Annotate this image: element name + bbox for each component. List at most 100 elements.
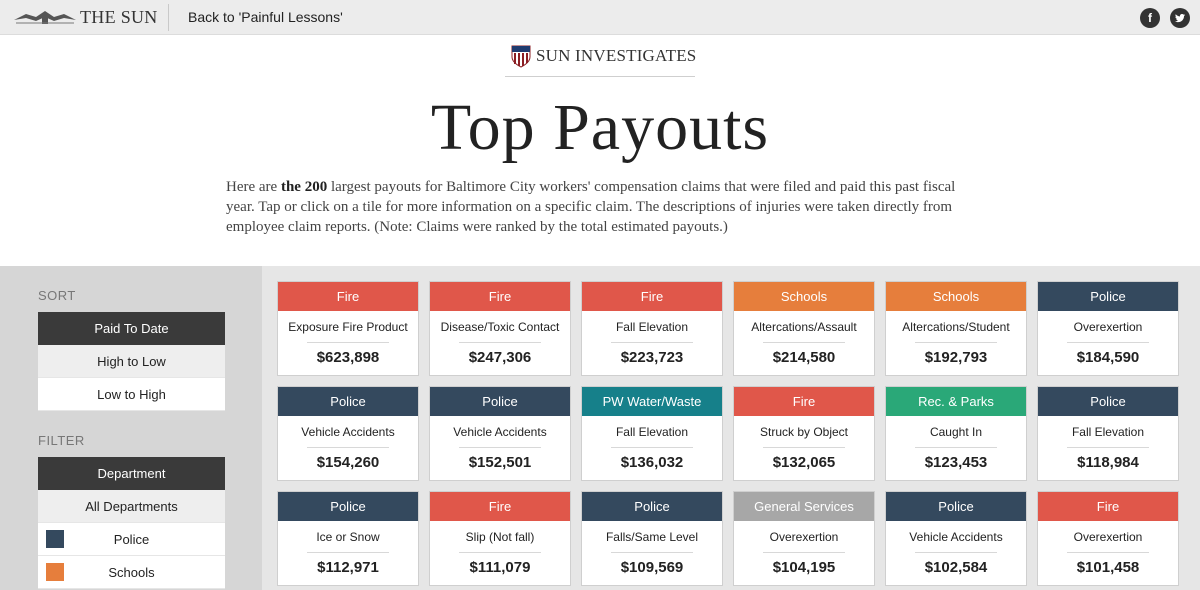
intro-emphasis: the 200 — [280, 179, 328, 195]
tile-amount: $623,898 — [316, 348, 380, 366]
tile-divider — [459, 552, 541, 553]
tile-amount: $154,260 — [316, 453, 380, 471]
tile-department: Police — [886, 492, 1026, 521]
filter-department[interactable]: Department — [38, 457, 225, 490]
tile-divider — [611, 552, 693, 553]
divider — [168, 4, 169, 31]
tile-department: Police — [582, 492, 722, 521]
tile-department: Schools — [886, 282, 1026, 311]
payout-tile[interactable]: Fire Struck by Object $132,065 — [733, 386, 875, 481]
tile-divider — [459, 447, 541, 448]
payout-tile[interactable]: Schools Altercations/Assault $214,580 — [733, 281, 875, 376]
facebook-icon[interactable]: f — [1140, 8, 1160, 28]
payout-tile[interactable]: Schools Altercations/Student $192,793 — [885, 281, 1027, 376]
payout-tile[interactable]: Police Ice or Snow $112,971 — [277, 491, 419, 586]
twitter-bird-icon — [1175, 13, 1185, 23]
tile-department: Fire — [430, 492, 570, 521]
tile-divider — [763, 342, 845, 343]
sun-investigates-brand: SUN INVESTIGATES — [510, 42, 696, 70]
sort-low-to-high[interactable]: Low to High — [38, 378, 225, 411]
sidebar: SORT Paid To Date High to Low Low to Hig… — [0, 266, 262, 590]
tile-amount: $184,590 — [1076, 348, 1140, 366]
tile-amount: $223,723 — [620, 348, 684, 366]
filter-all-departments[interactable]: All Departments — [38, 490, 225, 523]
tile-amount: $152,501 — [468, 453, 532, 471]
payout-tile[interactable]: Fire Slip (Not fall) $111,079 — [429, 491, 571, 586]
tile-divider — [307, 447, 389, 448]
tile-divider — [307, 552, 389, 553]
back-link[interactable]: Back to 'Painful Lessons' — [188, 9, 343, 25]
tile-department: Police — [278, 492, 418, 521]
payout-tile[interactable]: Police Overexertion $184,590 — [1037, 281, 1179, 376]
payout-tile[interactable]: General Services Overexertion $104,195 — [733, 491, 875, 586]
tile-divider — [459, 342, 541, 343]
tile-injury-type: Slip (Not fall) — [465, 529, 535, 544]
tile-divider — [915, 447, 997, 448]
tile-divider — [307, 342, 389, 343]
tile-department: General Services — [734, 492, 874, 521]
tile-department: Police — [278, 387, 418, 416]
payout-tile[interactable]: Police Vehicle Accidents $152,501 — [429, 386, 571, 481]
legend-label: Schools — [108, 564, 155, 580]
sort-paid-to-date[interactable]: Paid To Date — [38, 312, 225, 345]
tile-injury-type: Vehicle Accidents — [453, 424, 547, 439]
payout-tile[interactable]: Fire Overexertion $101,458 — [1037, 491, 1179, 586]
tile-divider — [915, 552, 997, 553]
main-area: SORT Paid To Date High to Low Low to Hig… — [0, 266, 1200, 590]
page-title: Top Payouts — [430, 91, 770, 164]
tile-divider — [1067, 342, 1149, 343]
tile-divider — [611, 342, 693, 343]
tile-amount: $102,584 — [924, 558, 988, 576]
tile-amount: $136,032 — [620, 453, 684, 471]
sort-high-to-low[interactable]: High to Low — [38, 345, 225, 378]
schools-swatch — [46, 563, 64, 581]
tile-injury-type: Fall Elevation — [615, 319, 689, 334]
tile-amount: $118,984 — [1077, 453, 1139, 471]
twitter-icon[interactable] — [1170, 8, 1190, 28]
tile-amount: $247,306 — [468, 348, 532, 366]
tile-injury-type: Disease/Toxic Contact — [440, 319, 560, 334]
tile-department: PW Water/Waste — [582, 387, 722, 416]
tile-amount: $214,580 — [772, 348, 836, 366]
tile-divider — [763, 552, 845, 553]
tile-divider — [1067, 552, 1149, 553]
the-sun-logo[interactable]: THE SUN — [12, 6, 158, 28]
tile-department: Fire — [1038, 492, 1178, 521]
brand-text: SUN INVESTIGATES — [536, 46, 697, 65]
police-swatch — [46, 530, 64, 548]
brand-rule — [505, 76, 695, 77]
tile-injury-type: Overexertion — [769, 529, 839, 544]
tile-amount: $132,065 — [772, 453, 836, 471]
legend-item-schools[interactable]: Schools — [38, 556, 225, 589]
tile-injury-type: Fall Elevation — [1071, 424, 1145, 439]
legend-item-police[interactable]: Police — [38, 523, 225, 556]
logo-text: THE SUN — [80, 6, 158, 27]
flag-shield-icon — [511, 45, 531, 68]
payout-tile[interactable]: Fire Exposure Fire Product $623,898 — [277, 281, 419, 376]
tile-department: Rec. & Parks — [886, 387, 1026, 416]
tile-injury-type: Vehicle Accidents — [301, 424, 395, 439]
intro-text-rest: largest payouts for Baltimore City worke… — [226, 179, 956, 235]
tile-divider — [763, 447, 845, 448]
payout-tile[interactable]: Fire Fall Elevation $223,723 — [581, 281, 723, 376]
tile-department: Fire — [278, 282, 418, 311]
top-bar: THE SUN Back to 'Painful Lessons' f — [0, 0, 1200, 35]
payout-tile[interactable]: Police Vehicle Accidents $102,584 — [885, 491, 1027, 586]
tile-department: Fire — [430, 282, 570, 311]
tile-injury-type: Altercations/Assault — [751, 319, 857, 334]
tile-amount: $111,079 — [469, 558, 531, 576]
tile-divider — [611, 447, 693, 448]
payout-tile[interactable]: Rec. & Parks Caught In $123,453 — [885, 386, 1027, 481]
payout-tile[interactable]: Police Falls/Same Level $109,569 — [581, 491, 723, 586]
payout-tile[interactable]: Police Fall Elevation $118,984 — [1037, 386, 1179, 481]
payout-tile[interactable]: Fire Disease/Toxic Contact $247,306 — [429, 281, 571, 376]
payout-tile[interactable]: PW Water/Waste Fall Elevation $136,032 — [581, 386, 723, 481]
tile-amount: $104,195 — [772, 558, 836, 576]
tile-injury-type: Exposure Fire Product — [288, 319, 408, 334]
tile-department: Police — [430, 387, 570, 416]
tile-injury-type: Overexertion — [1073, 529, 1143, 544]
payout-tile[interactable]: Police Vehicle Accidents $154,260 — [277, 386, 419, 481]
legend-label: Police — [113, 531, 150, 547]
tile-amount: $123,453 — [924, 453, 988, 471]
tile-injury-type: Fall Elevation — [615, 424, 689, 439]
